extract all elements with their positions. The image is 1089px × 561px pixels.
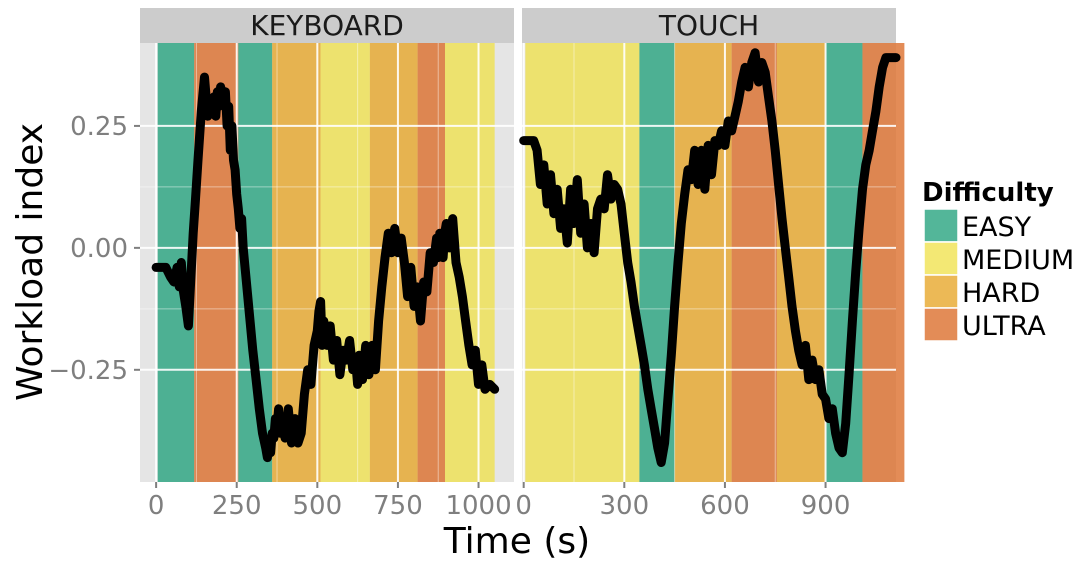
keyboard-series <box>151 72 500 463</box>
touch-x-ticks: 0 300 600 900 <box>515 482 850 521</box>
touch-band-ultra <box>862 43 905 482</box>
keyboard-workload-line <box>151 72 500 463</box>
legend-swatch-easy <box>923 208 959 243</box>
legend-title: Difficulty <box>922 178 1054 208</box>
keyboard-panel: KEYBOARD 0 250 500 750 1000 <box>140 8 514 521</box>
touch-workload-line <box>519 48 901 467</box>
x-axis-title: Time (s) <box>443 521 590 561</box>
touch-band-hard <box>674 43 732 482</box>
keyboard-x-tick-label: 500 <box>293 491 343 521</box>
legend-label-medium: MEDIUM <box>962 245 1074 276</box>
y-tick-label: 0.25 <box>70 112 128 142</box>
keyboard-x-tick-label: 250 <box>212 491 262 521</box>
touch-strip <box>522 8 896 43</box>
legend-label-easy: EASY <box>962 212 1032 243</box>
keyboard-strip <box>140 8 514 43</box>
touch-panel: TOUCH 0 300 600 900 <box>515 8 905 521</box>
legend-swatch-medium <box>923 241 959 276</box>
keyboard-x-tick-label: 750 <box>373 491 423 521</box>
touch-series <box>519 48 901 467</box>
keyboard-x-tick-label: 1000 <box>445 491 511 521</box>
legend-label-ultra: ULTRA <box>962 311 1046 342</box>
touch-x-tick-label: 300 <box>599 491 649 521</box>
touch-x-tick-label: 900 <box>801 491 851 521</box>
legend-swatch-hard <box>923 274 959 309</box>
y-axis-title: Workload index <box>10 123 51 401</box>
keyboard-strip-title: KEYBOARD <box>250 9 404 42</box>
y-tick-label: 0.00 <box>70 234 128 264</box>
keyboard-x-ticks: 0 250 500 750 1000 <box>148 482 512 521</box>
touch-strip-title: TOUCH <box>658 9 759 42</box>
keyboard-band-medium <box>320 43 370 482</box>
touch-x-tick-label: 0 <box>515 491 532 521</box>
legend-swatch-ultra <box>923 307 959 342</box>
legend-label-hard: HARD <box>962 278 1040 309</box>
touch-band-medium <box>525 43 640 482</box>
y-axis-ticks: −0.25 0.00 0.25 <box>48 112 140 386</box>
y-tick-label: −0.25 <box>48 356 128 386</box>
touch-x-tick-label: 600 <box>700 491 750 521</box>
touch-difficulty-bands <box>525 43 905 482</box>
keyboard-band-hard <box>369 43 418 482</box>
keyboard-x-tick-label: 0 <box>148 491 165 521</box>
